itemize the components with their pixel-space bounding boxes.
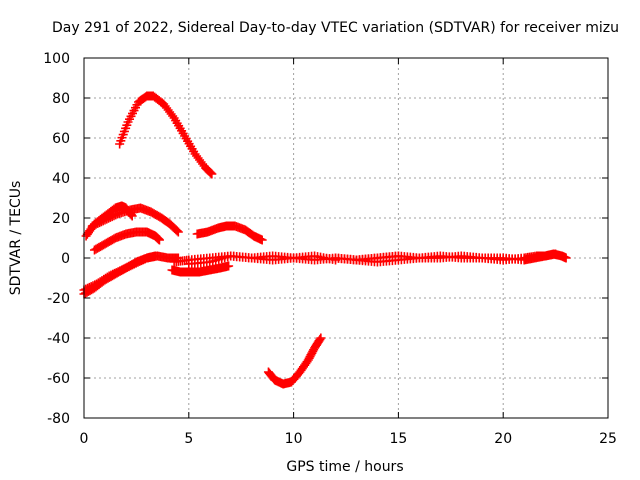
data-point [168, 111, 178, 121]
y-axis: -80 -60 -40 -20 0 20 40 60 80 100 [43, 51, 608, 427]
series-arc-low [263, 333, 326, 389]
y-tick-label: 20 [52, 211, 70, 227]
x-tick-label: 0 [80, 431, 89, 447]
y-tick-label: 80 [52, 91, 70, 107]
x-tick-label: 15 [389, 431, 407, 447]
y-tick-label: -80 [47, 411, 70, 427]
data-point [173, 227, 183, 237]
y-tick-label: -20 [47, 291, 70, 307]
data-point [206, 168, 216, 178]
data-point [172, 226, 182, 236]
y-tick-label: 0 [61, 251, 70, 267]
data-point [315, 334, 325, 344]
series-arc-upper-2 [87, 203, 183, 237]
series-arc-mid-2 [192, 221, 267, 245]
series-rise-low [79, 251, 183, 299]
data-point [154, 235, 164, 245]
y-tick-label: 60 [52, 131, 70, 147]
data-point [257, 235, 267, 245]
x-axis: 0 5 10 15 20 25 [80, 58, 617, 447]
series-near-zero-b [184, 251, 341, 269]
y-tick-label: 100 [43, 51, 70, 67]
series-arc-high [115, 91, 217, 179]
grid [84, 58, 608, 418]
data-points [79, 91, 571, 389]
data-point [316, 333, 326, 343]
series-dip-short [167, 261, 234, 277]
plot-frame [83, 57, 609, 419]
series-near-zero-d [351, 249, 561, 267]
y-tick-label: -60 [47, 371, 70, 387]
data-point [224, 261, 234, 271]
x-tick-label: 25 [599, 431, 617, 447]
data-point [205, 167, 215, 177]
y-tick-label: 40 [52, 171, 70, 187]
y-axis-label: SDTVAR / TECUs [8, 181, 24, 296]
x-tick-label: 20 [494, 431, 512, 447]
x-tick-label: 5 [184, 431, 193, 447]
data-point [561, 253, 571, 263]
y-tick-label: -40 [47, 331, 70, 347]
series-arc-mid [89, 227, 164, 255]
series-rise-low-2 [79, 251, 160, 295]
data-point [551, 249, 561, 259]
chart-title: Day 291 of 2022, Sidereal Day-to-day VTE… [52, 20, 619, 36]
x-tick-label: 10 [285, 431, 303, 447]
data-point [207, 169, 217, 179]
data-point [150, 251, 160, 261]
x-axis-label: GPS time / hours [286, 459, 403, 475]
